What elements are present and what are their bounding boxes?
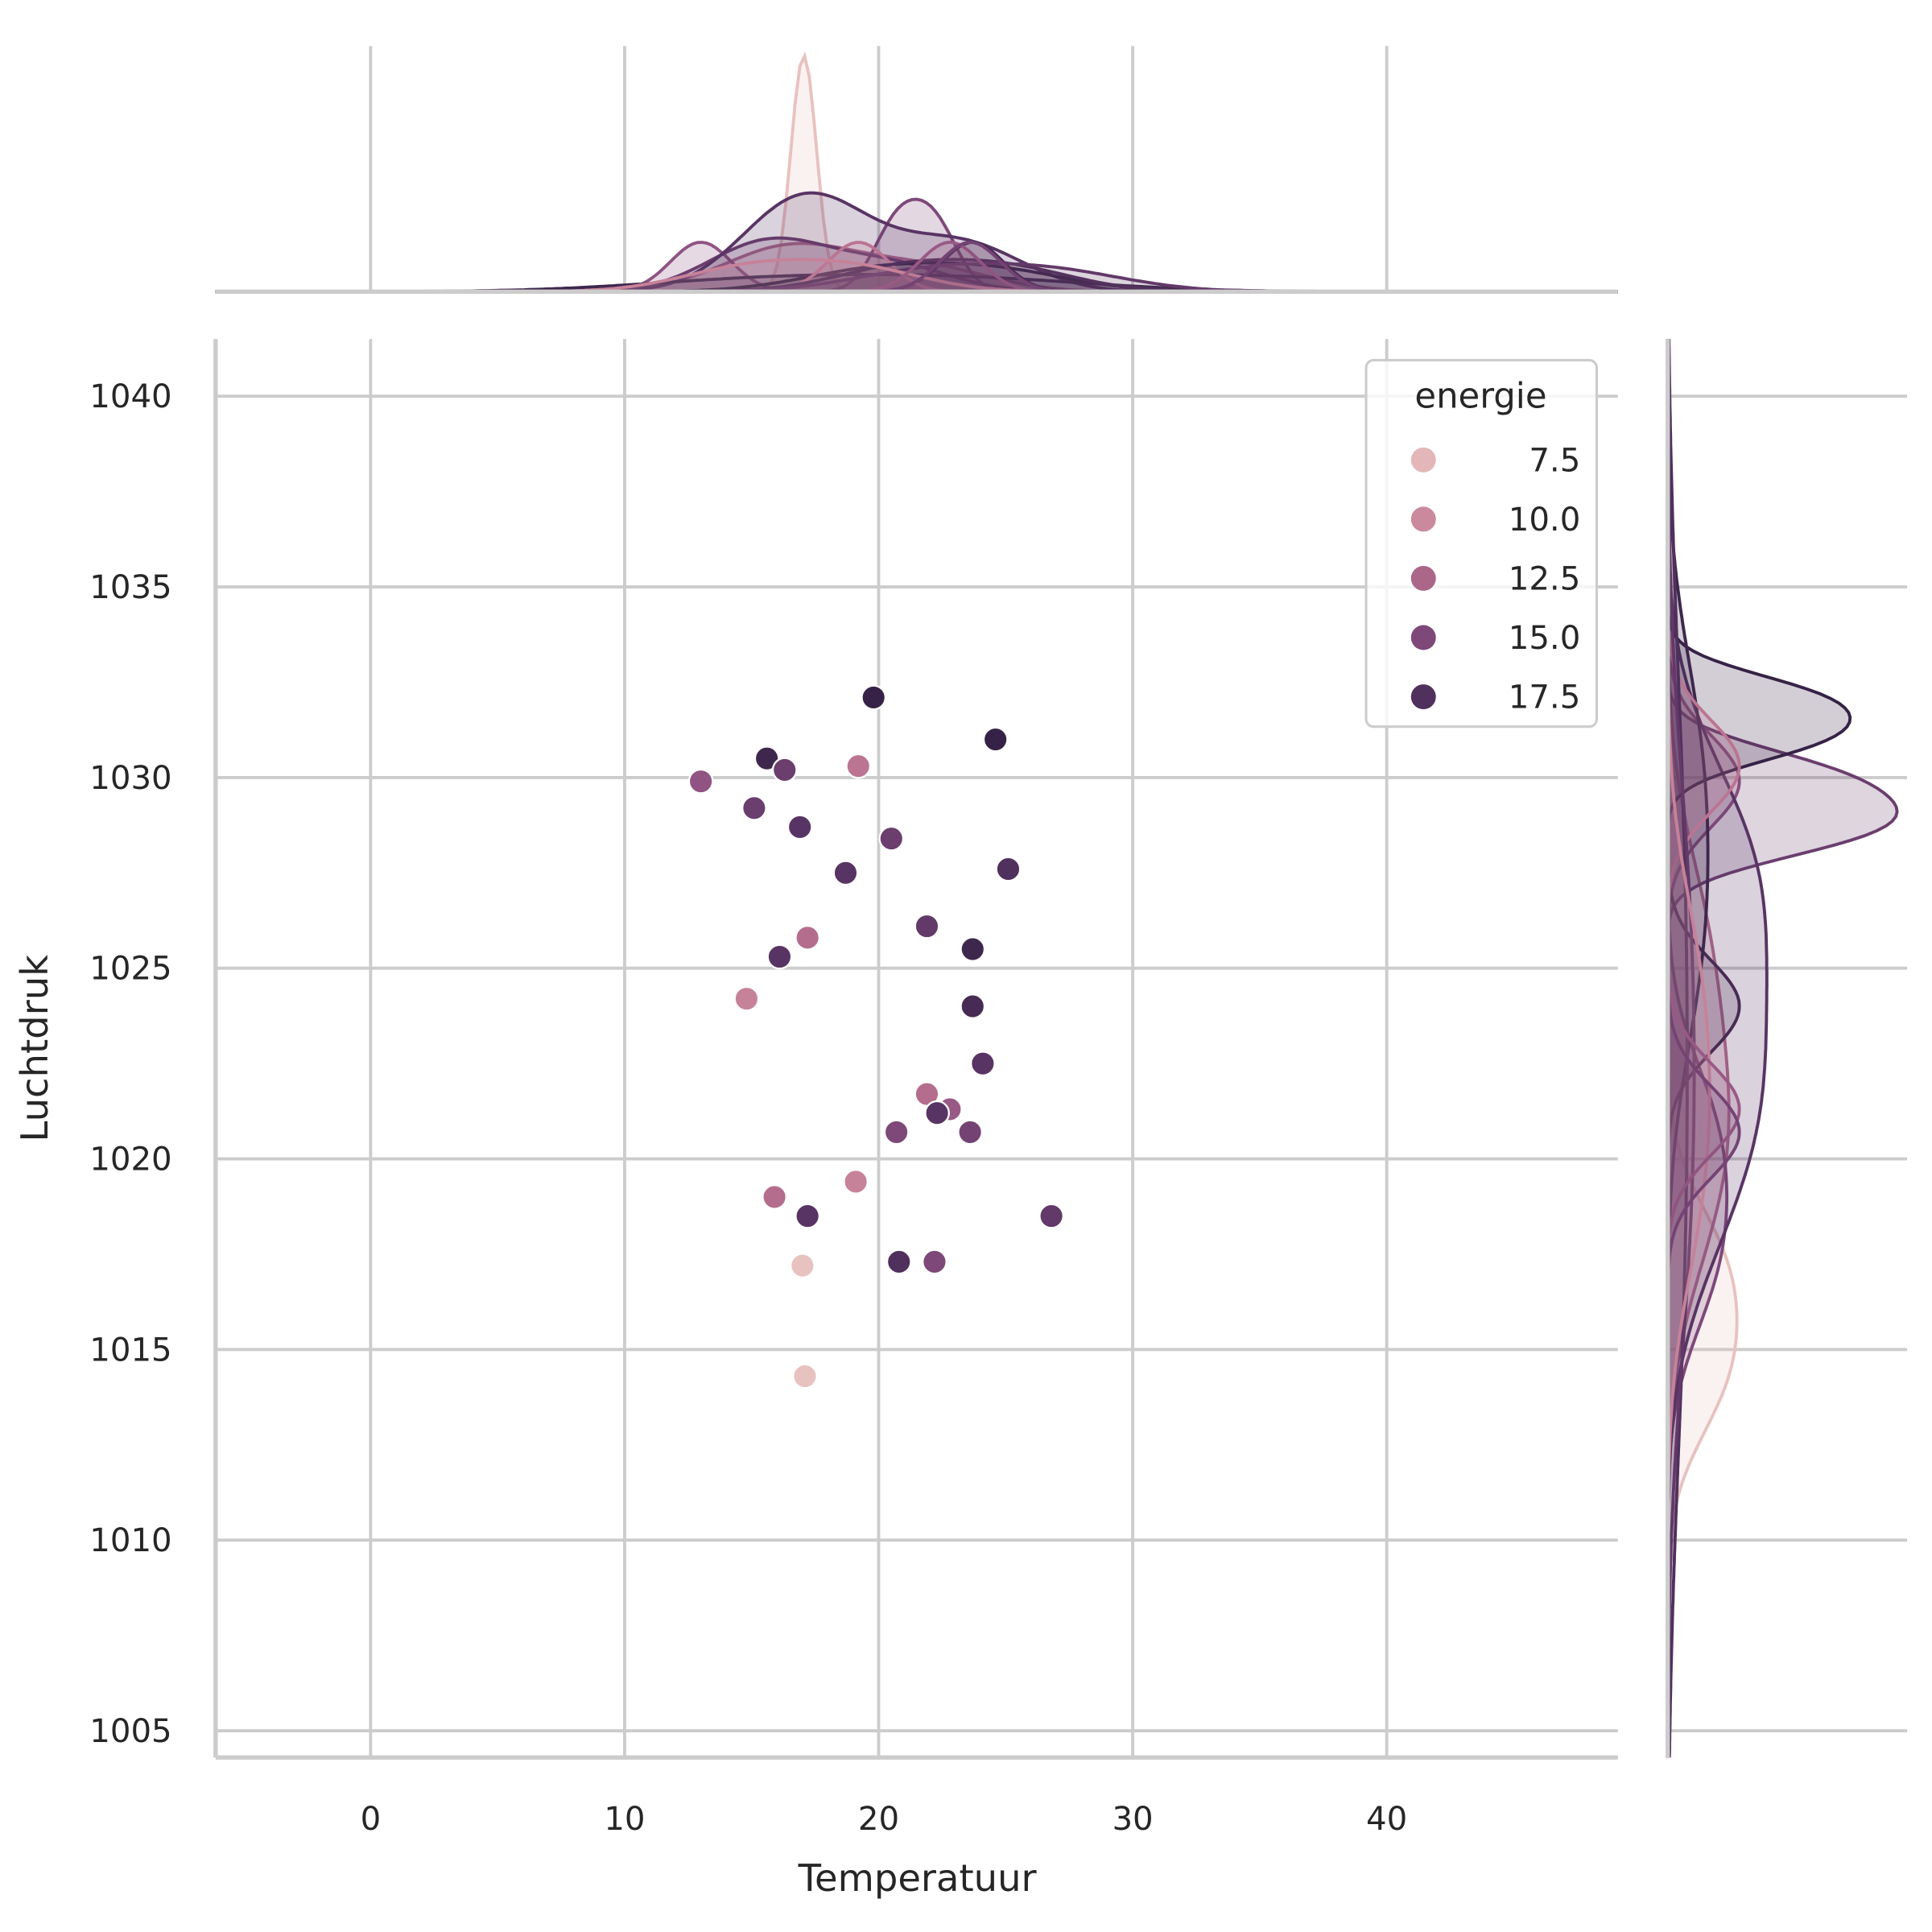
legend-label: 10.0: [1509, 502, 1581, 539]
tick-labels: 0 10 20 30 401005101010151020102510301035104…: [89, 378, 1407, 1838]
y-tick-label: 1040: [89, 378, 171, 415]
legend-label: 7.5: [1529, 442, 1580, 479]
data-point: [789, 1253, 815, 1279]
kde-fill: [215, 199, 1618, 292]
data-point: [914, 913, 940, 939]
x-tick-label: 40: [1366, 1801, 1407, 1838]
legend-label: 17.5: [1509, 679, 1581, 716]
legend-marker: [1410, 565, 1436, 591]
x-axis-label: Temperatuur: [798, 1856, 1038, 1900]
y-axis-label: Luchtdruk: [13, 955, 56, 1142]
y-tick-label: 1025: [89, 951, 171, 988]
data-point: [883, 1119, 910, 1146]
kde-fill: [1667, 339, 1737, 1758]
legend-marker: [1410, 625, 1436, 650]
y-tick-label: 1005: [89, 1713, 171, 1750]
data-point: [982, 726, 1009, 753]
data-point: [845, 753, 872, 779]
x-tick-label: 30: [1112, 1801, 1153, 1838]
data-point: [995, 856, 1022, 882]
legend-title: energie: [1414, 376, 1546, 416]
data-point: [960, 993, 986, 1019]
kde-fill: [215, 242, 1618, 292]
kde-fill: [1667, 339, 1740, 1758]
data-point: [843, 1169, 869, 1195]
right-marginal-kde: [1666, 339, 1899, 1758]
data-point: [687, 768, 714, 795]
y-tick-label: 1035: [89, 569, 171, 606]
data-point: [922, 1249, 947, 1275]
x-tick-label: 20: [858, 1801, 899, 1838]
kde-fill: [1667, 339, 1710, 1758]
data-point: [733, 985, 760, 1012]
kde-fill: [1667, 339, 1740, 1758]
data-point: [753, 745, 780, 772]
kde-fill: [1667, 339, 1851, 1758]
legend: energie 7.5 10.0 12.5 15.0 17.5: [1364, 358, 1599, 729]
data-point: [960, 936, 986, 962]
data-point: [878, 825, 905, 852]
data-point: [795, 1203, 821, 1229]
top-marginal-kde: [215, 51, 1618, 294]
legend-label: 15.0: [1509, 620, 1581, 657]
y-tick-label: 1010: [89, 1522, 171, 1559]
kde-fill: [215, 263, 1618, 292]
kde-fill: [1667, 339, 1767, 1758]
legend-marker: [1410, 447, 1436, 473]
scatter-points: [687, 684, 1064, 1389]
data-point: [924, 1100, 950, 1126]
x-tick-label: 10: [604, 1801, 645, 1838]
data-point: [786, 814, 813, 840]
kde-fill: [215, 192, 1618, 292]
data-point: [861, 684, 887, 711]
kde-line: [1667, 339, 1689, 1758]
y-tick-label: 1030: [89, 760, 171, 797]
legend-marker: [1410, 506, 1436, 532]
data-point: [886, 1249, 912, 1275]
kde-line: [1666, 339, 1696, 1758]
data-point: [970, 1051, 996, 1077]
kde-fill: [215, 259, 1618, 292]
data-point: [957, 1119, 983, 1146]
data-point: [1038, 1203, 1064, 1229]
data-point: [766, 943, 793, 970]
data-point: [741, 795, 767, 821]
legend-label: 12.5: [1509, 560, 1581, 597]
grid: [215, 46, 1908, 1758]
spines: [213, 289, 1670, 1760]
x-tick-label: 0: [361, 1801, 382, 1838]
y-tick-label: 1015: [89, 1331, 171, 1368]
legend-marker: [1410, 684, 1436, 710]
data-point: [771, 757, 798, 783]
data-point: [792, 1363, 818, 1389]
data-point: [762, 1184, 787, 1210]
data-point: [795, 924, 821, 951]
y-tick-label: 1020: [89, 1141, 171, 1178]
data-point: [832, 860, 859, 886]
